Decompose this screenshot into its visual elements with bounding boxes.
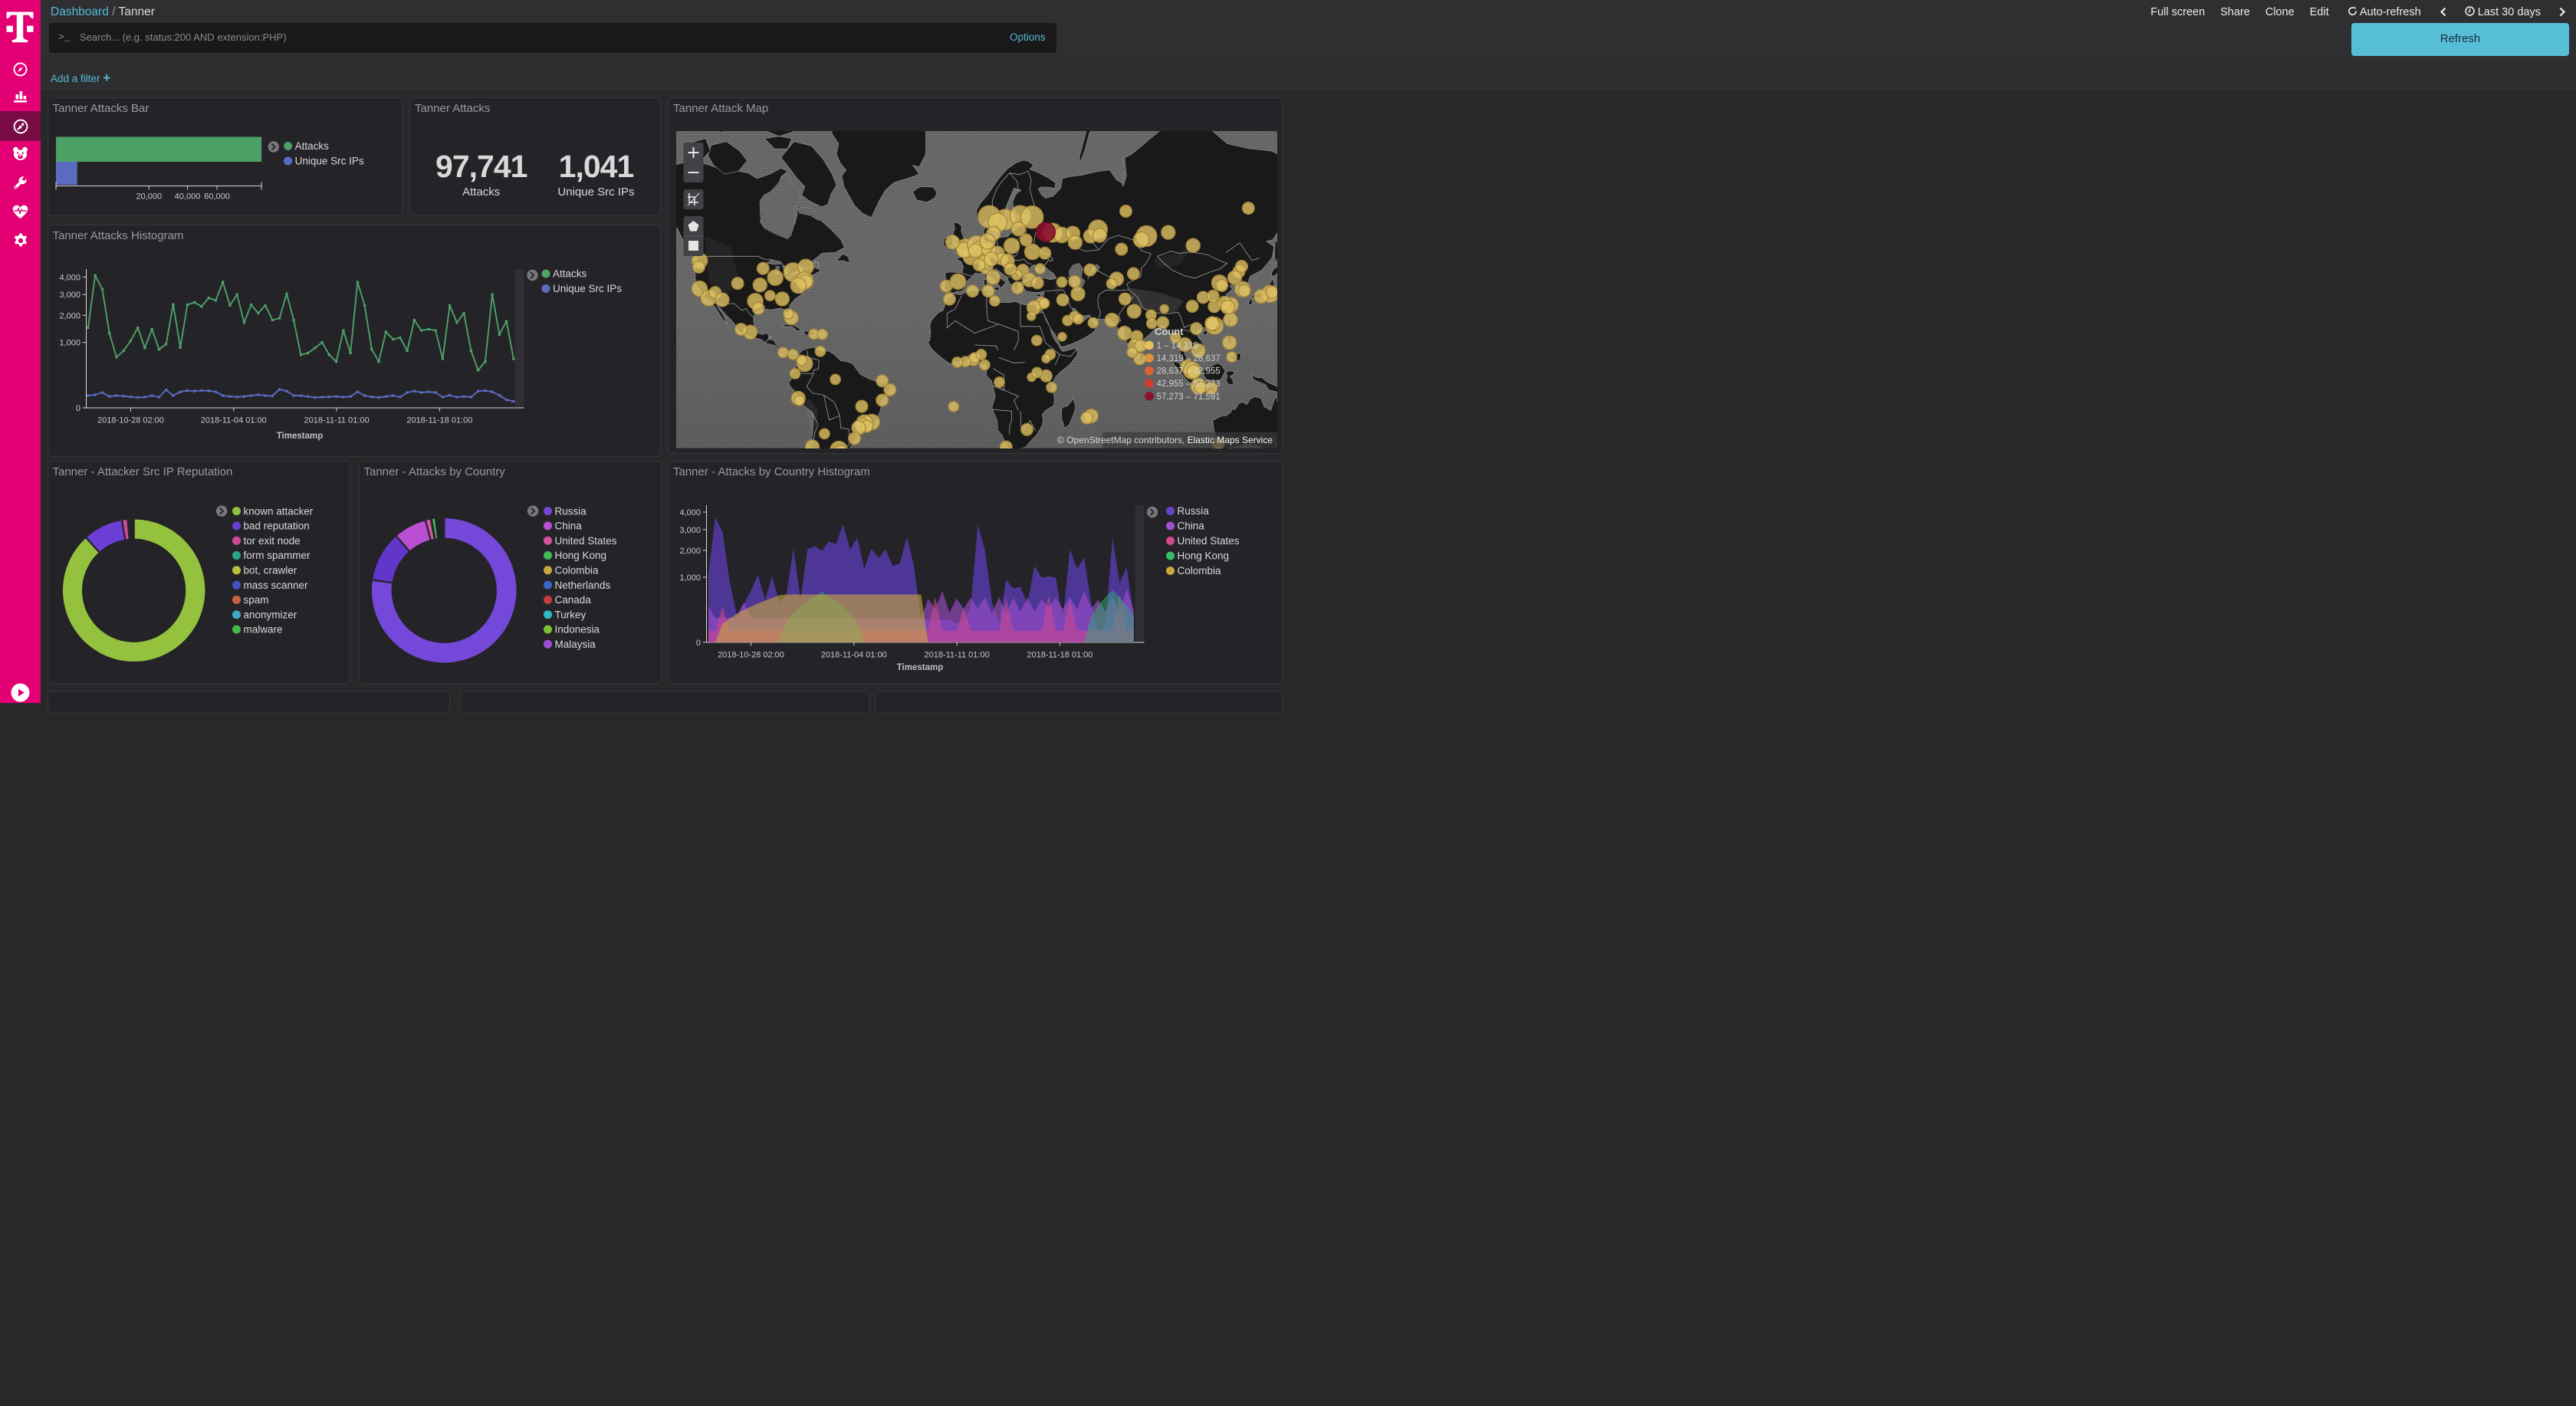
svg-text:tor exit node: tor exit node	[243, 535, 300, 547]
svg-text:Hong Kong: Hong Kong	[554, 550, 606, 561]
svg-text:United States: United States	[1178, 535, 1240, 547]
svg-text:0: 0	[75, 404, 80, 413]
svg-text:Attacks: Attacks	[294, 140, 329, 152]
svg-text:China: China	[1178, 521, 1205, 532]
svg-text:2018-11-18 01:00: 2018-11-18 01:00	[1027, 650, 1092, 659]
svg-text:Netherlands: Netherlands	[554, 580, 610, 591]
svg-text:Unique Src IPs: Unique Src IPs	[553, 283, 622, 294]
svg-text:4,000: 4,000	[679, 508, 701, 517]
svg-text:Timestamp: Timestamp	[276, 432, 323, 441]
svg-text:2018-10-28 02:00: 2018-10-28 02:00	[97, 416, 164, 425]
svg-text:2018-11-04 01:00: 2018-11-04 01:00	[200, 416, 266, 425]
svg-text:60,000: 60,000	[204, 192, 230, 201]
svg-text:malware: malware	[243, 624, 282, 636]
svg-text:28,637 – 42,955: 28,637 – 42,955	[1157, 366, 1221, 376]
svg-text:Colombia: Colombia	[554, 565, 599, 577]
svg-text:United States: United States	[554, 535, 616, 547]
svg-text:0: 0	[696, 639, 701, 648]
svg-text:bot, crawler: bot, crawler	[243, 565, 297, 577]
svg-text:© OpenStreetMap contributors,: © OpenStreetMap contributors, Elastic Ma…	[1057, 435, 1273, 445]
svg-text:Turkey: Turkey	[554, 609, 586, 620]
svg-text:bad reputation: bad reputation	[243, 521, 309, 532]
svg-text:form spammer: form spammer	[243, 550, 310, 561]
svg-text:2018-11-18 01:00: 2018-11-18 01:00	[406, 416, 472, 425]
svg-text:Russia: Russia	[554, 505, 586, 517]
svg-text:1,000: 1,000	[59, 339, 80, 348]
svg-text:42,955 – 57,273: 42,955 – 57,273	[1157, 379, 1221, 389]
svg-text:China: China	[554, 521, 582, 532]
svg-text:4,000: 4,000	[59, 273, 80, 282]
svg-text:20,000: 20,000	[136, 192, 162, 201]
svg-text:3,000: 3,000	[59, 291, 80, 300]
svg-text:mass scanner: mass scanner	[243, 580, 308, 591]
svg-text:2,000: 2,000	[679, 547, 701, 556]
svg-text:Attacks: Attacks	[553, 268, 587, 280]
svg-text:2018-11-11 01:00: 2018-11-11 01:00	[304, 416, 369, 425]
svg-text:1 – 14,319: 1 – 14,319	[1157, 341, 1198, 350]
svg-text:2018-11-11 01:00: 2018-11-11 01:00	[924, 650, 989, 659]
svg-text:2,000: 2,000	[59, 311, 80, 320]
svg-text:2018-10-28 02:00: 2018-10-28 02:00	[718, 650, 784, 659]
svg-text:1,000: 1,000	[679, 573, 701, 583]
svg-text:2018-11-04 01:00: 2018-11-04 01:00	[821, 650, 887, 659]
svg-text:Unique Src IPs: Unique Src IPs	[294, 155, 363, 166]
svg-text:Timestamp: Timestamp	[897, 663, 944, 672]
svg-text:anonymizer: anonymizer	[243, 609, 297, 620]
svg-text:spam: spam	[243, 594, 268, 606]
svg-text:40,000: 40,000	[174, 192, 200, 201]
svg-text:57,273 – 71,591: 57,273 – 71,591	[1157, 392, 1221, 401]
svg-text:Colombia: Colombia	[1178, 565, 1222, 577]
svg-text:Canada: Canada	[554, 594, 591, 606]
svg-text:14,319 – 28,637: 14,319 – 28,637	[1157, 354, 1221, 363]
svg-text:Count: Count	[1155, 326, 1184, 337]
svg-text:known attacker: known attacker	[243, 505, 313, 517]
svg-text:Indonesia: Indonesia	[554, 624, 600, 636]
svg-text:Russia: Russia	[1178, 505, 1210, 517]
svg-text:Malaysia: Malaysia	[554, 639, 596, 650]
svg-text:Hong Kong: Hong Kong	[1178, 550, 1230, 562]
svg-text:3,000: 3,000	[679, 526, 701, 535]
